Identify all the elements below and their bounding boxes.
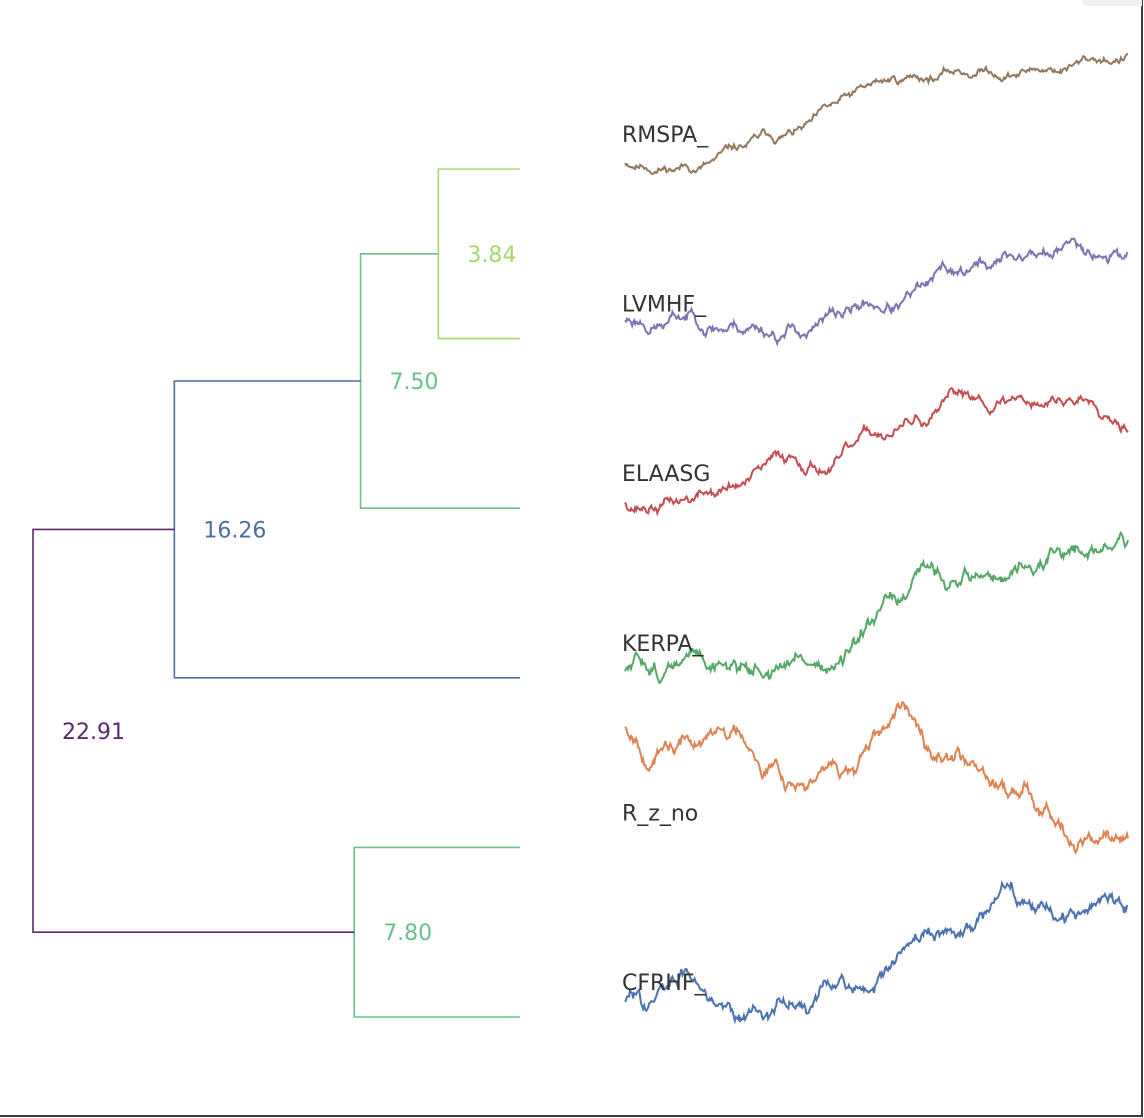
merge-height-label: 22.91 <box>62 720 125 745</box>
leaf-label: CFRHF_ <box>622 971 706 996</box>
leaf-label: LVMHF_ <box>622 293 707 318</box>
window-corner <box>1082 0 1142 6</box>
merge-height-label: 7.80 <box>383 921 432 946</box>
leaf-label: ELAASG <box>622 462 710 487</box>
leaf-sparkline <box>624 52 1129 176</box>
leaf-sparkline <box>624 530 1129 685</box>
dendrogram-link-0 <box>437 168 520 340</box>
leaf-sparkline <box>624 701 1129 855</box>
merge-height-label: 3.84 <box>467 243 516 268</box>
dendrogram-link-4 <box>32 528 355 933</box>
leaf-sparkline <box>624 387 1129 517</box>
merge-height-label: 16.26 <box>203 518 266 543</box>
leaf-sparkline <box>624 237 1129 347</box>
leaf-label: RMSPA_ <box>622 123 709 148</box>
leaf-label: KERPA_ <box>622 632 705 657</box>
leaf-sparkline <box>624 879 1129 1025</box>
dendrogram-link-2 <box>173 380 520 679</box>
merge-height-label: 7.50 <box>390 370 439 395</box>
leaf-label: R_z_no <box>622 801 698 826</box>
dendrogram-link-3 <box>353 846 520 1018</box>
dendrogram-link-1 <box>359 253 520 509</box>
